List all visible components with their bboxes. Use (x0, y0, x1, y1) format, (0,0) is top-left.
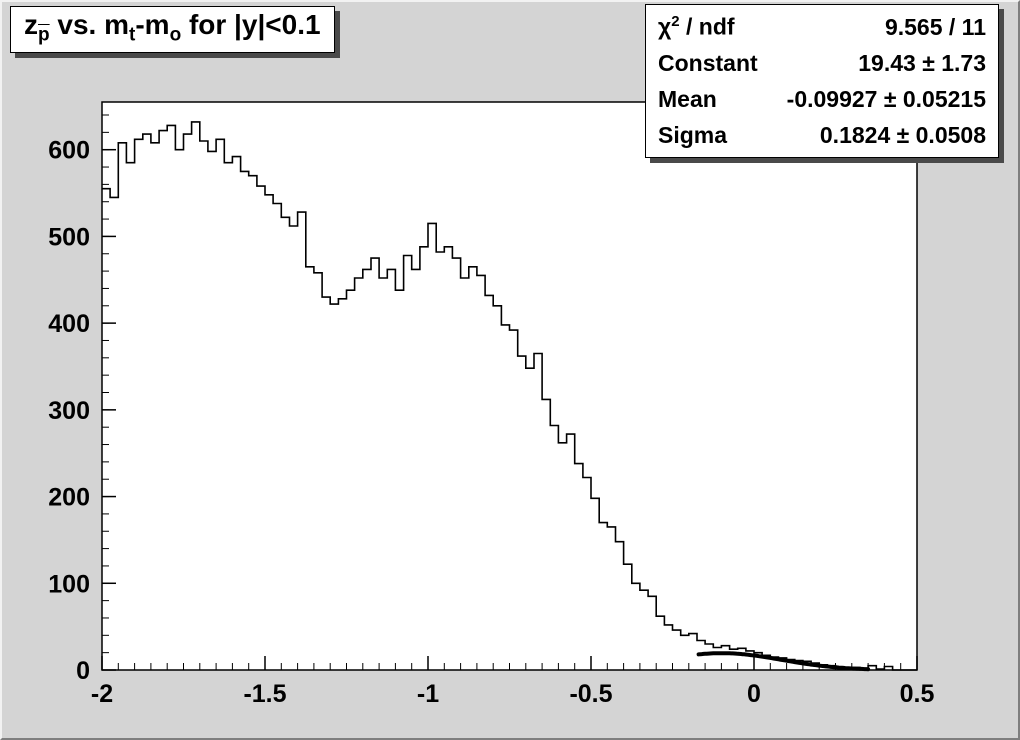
ndf-text: / ndf (679, 13, 735, 40)
y-tick-label: 300 (48, 397, 90, 425)
title-sub-o: o (169, 24, 182, 46)
stats-box: χ2 / ndf 9.565 / 11 Constant 19.43 ± 1.7… (645, 4, 999, 158)
x-tick-label: -0.5 (569, 680, 612, 708)
x-tick-label: -1.5 (243, 680, 286, 708)
y-tick-label: 200 (48, 484, 90, 512)
stat-row-constant: Constant 19.43 ± 1.73 (646, 45, 998, 81)
y-tick-label: 600 (48, 137, 90, 165)
stat-row-chi2: χ2 / ndf 9.565 / 11 (646, 8, 998, 45)
title-text-vs-m: vs. m (49, 9, 129, 40)
x-tick-label: -1 (417, 680, 439, 708)
fit-curve (696, 651, 871, 672)
title-box: zp vs. mt-mo for |y|<0.1 (10, 6, 335, 53)
y-tick-label: 0 (76, 657, 90, 685)
y-tick-label: 100 (48, 570, 90, 598)
chi-symbol: χ (658, 13, 672, 40)
title-sub-pbar: p (38, 24, 50, 46)
sigma-value: 0.1824 ± 0.0508 (819, 121, 986, 148)
title-text-condition: for |y|<0.1 (181, 9, 321, 40)
x-tick-label: -2 (91, 680, 113, 708)
chi2-value: 9.565 / 11 (884, 13, 986, 40)
y-tick-label: 400 (48, 310, 90, 338)
x-tick-label: 0 (747, 680, 761, 708)
mean-label: Mean (658, 85, 717, 112)
constant-label: Constant (658, 49, 758, 76)
stat-row-mean: Mean -0.09927 ± 0.05215 (646, 81, 998, 117)
y-tick-label: 500 (48, 223, 90, 251)
constant-value: 19.43 ± 1.73 (858, 49, 986, 76)
title-sub-t: t (129, 24, 136, 46)
stat-row-sigma: Sigma 0.1824 ± 0.0508 (646, 117, 998, 153)
title-text-z: z (24, 9, 38, 40)
plot-area (102, 102, 917, 670)
chi2-label: χ2 / ndf (658, 13, 735, 41)
sigma-label: Sigma (658, 121, 728, 148)
chi-exponent: 2 (671, 13, 680, 30)
plot-frame (101, 101, 918, 671)
mean-value: -0.09927 ± 0.05215 (786, 85, 986, 112)
title-text-minus-m: -m (135, 9, 170, 40)
x-tick-label: 0.5 (900, 680, 935, 708)
